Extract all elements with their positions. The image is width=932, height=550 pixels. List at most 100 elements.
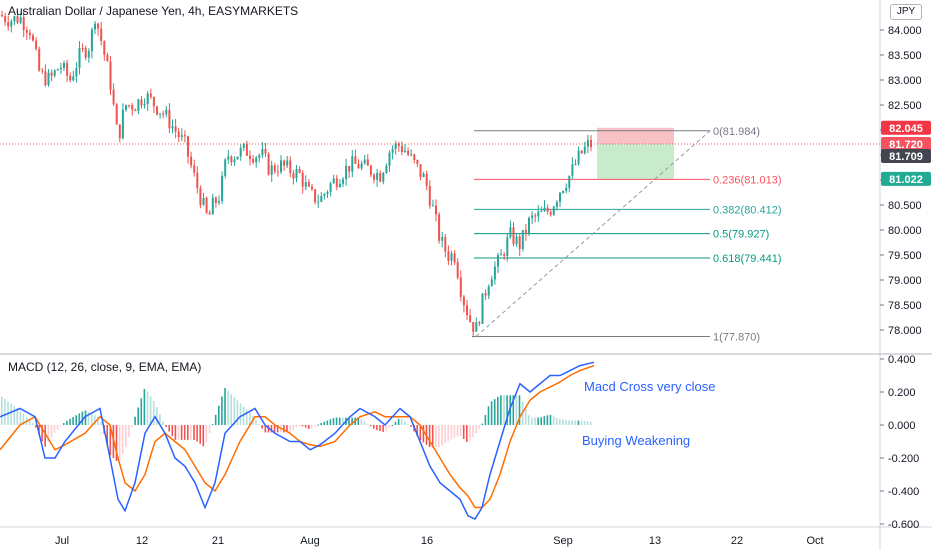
macd-histogram-bar — [441, 425, 443, 446]
macd-histogram-bar — [292, 425, 294, 430]
price-tick-label: 83.500 — [888, 50, 922, 62]
candle-body — [373, 174, 375, 180]
time-tick-label: 13 — [649, 535, 661, 547]
candle-body — [50, 72, 53, 76]
macd-tick-label: -0.400 — [888, 486, 919, 498]
candle-body — [459, 277, 462, 297]
time-tick-label: Oct — [806, 535, 823, 547]
candle-body — [590, 140, 592, 148]
macd-tick-label: 0.400 — [888, 354, 916, 366]
candle-body — [369, 165, 372, 175]
candle-body — [549, 211, 552, 215]
price-tick-label: 80.000 — [888, 225, 922, 237]
macd-histogram-bar — [431, 425, 434, 448]
macd-histogram-bar — [90, 413, 93, 425]
macd-histogram-bar — [78, 413, 81, 425]
candle-body — [450, 253, 453, 261]
macd-histogram-bar — [586, 421, 589, 425]
macd-line — [0, 361, 595, 521]
price-tag-label: 81.709 — [889, 151, 923, 163]
macd-histogram-bar — [357, 417, 360, 425]
candle-body — [193, 165, 196, 173]
candle-body — [97, 23, 100, 29]
candle-body — [348, 165, 351, 172]
candle-body — [190, 156, 193, 166]
candle-body — [19, 17, 22, 23]
macd-histogram-bar — [326, 420, 329, 425]
macd-histogram-bar — [528, 415, 530, 425]
price-tag — [881, 149, 931, 163]
candle-body — [90, 29, 93, 52]
candle-body — [177, 131, 180, 138]
candle-body — [416, 159, 419, 165]
candle-body — [410, 154, 413, 156]
candle-body — [16, 16, 19, 23]
currency-button[interactable]: JPY — [890, 4, 922, 20]
macd-tick-label: 0.000 — [888, 420, 916, 432]
candle-body — [419, 164, 422, 178]
candle-body — [128, 105, 131, 107]
macd-histogram-bar — [47, 425, 50, 443]
macd-histogram-bar — [503, 395, 505, 425]
macd-histogram-bar — [546, 415, 549, 425]
macd-histogram-bar — [69, 418, 71, 425]
macd-histogram-bar — [177, 425, 180, 440]
macd-histogram-bar — [304, 425, 307, 428]
candle-body — [183, 135, 186, 137]
macd-histogram-bar — [140, 398, 143, 425]
candle-body — [552, 206, 555, 215]
macd-histogram-bar — [515, 395, 518, 425]
macd-histogram-bar — [363, 421, 366, 425]
candle-body — [174, 126, 177, 132]
candle-body — [363, 159, 366, 164]
candle-body — [121, 109, 124, 139]
macd-histogram-bar — [94, 415, 96, 425]
candle-body — [447, 251, 450, 261]
macd-histogram-bar — [59, 425, 62, 427]
candle-body — [264, 148, 267, 154]
macd-histogram-bar — [348, 417, 350, 425]
fib-label: 0.5(79.927) — [713, 229, 769, 241]
macd-histogram-bar — [500, 395, 502, 425]
candle-body — [118, 124, 121, 139]
candle-body — [404, 150, 406, 153]
candle-body — [351, 156, 354, 172]
candle-body — [441, 237, 444, 241]
candle-body — [146, 93, 149, 105]
macd-histogram-bar — [22, 413, 25, 425]
candle-body — [75, 68, 78, 77]
macd-histogram-bar — [404, 421, 406, 425]
candle-body — [22, 17, 25, 30]
candle-body — [534, 215, 537, 217]
candle-body — [400, 146, 403, 153]
macd-histogram-bar — [156, 407, 158, 425]
macd-histogram-bar — [320, 423, 322, 425]
macd-histogram-bar — [407, 423, 409, 425]
macd-histogram-bar — [311, 425, 313, 429]
candle-body — [379, 172, 382, 182]
macd-histogram-bar — [369, 425, 372, 427]
candle-body — [391, 149, 394, 153]
candle-body — [562, 191, 565, 193]
candle-body — [388, 152, 391, 166]
macd-histogram-bar — [493, 399, 496, 425]
candle-body — [528, 217, 530, 234]
candle-body — [255, 157, 258, 163]
candle-body — [314, 189, 317, 203]
macd-histogram-bar — [134, 416, 136, 425]
macd-histogram-bar — [199, 425, 201, 444]
candle-body — [87, 51, 90, 58]
stop-loss-zone — [597, 127, 674, 144]
candle-body — [109, 61, 112, 90]
macd-histogram-bar — [230, 394, 232, 425]
candle-body — [394, 143, 397, 150]
macd-histogram-bar — [109, 425, 112, 456]
candle-body — [543, 207, 546, 212]
macd-histogram-bar — [115, 425, 118, 461]
macd-histogram-bar — [28, 419, 31, 425]
macd-histogram-bar — [10, 403, 12, 425]
candle-body — [84, 48, 87, 58]
candle-body — [205, 197, 208, 213]
take-profit-zone — [597, 144, 674, 179]
